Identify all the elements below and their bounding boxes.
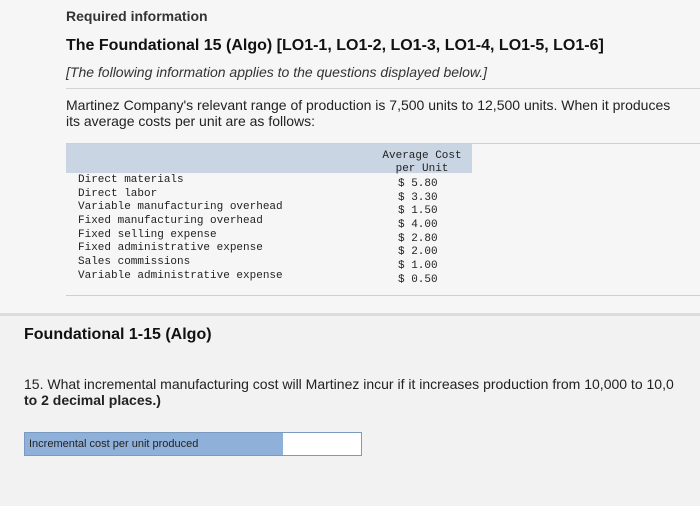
answer-row: Incremental cost per unit produced: [24, 432, 362, 456]
row-value-sales-commissions: $ 1.00: [398, 260, 438, 273]
cost-labels: Direct materials Direct labor Variable m…: [78, 174, 283, 284]
question-line-2: to 2 decimal places.): [24, 392, 161, 408]
row-label-sales-commissions: Sales commissions: [78, 256, 191, 269]
incremental-cost-input[interactable]: [285, 433, 361, 455]
row-value-variable-mfg-overhead: $ 1.50: [398, 205, 438, 218]
row-value-fixed-admin: $ 2.00: [398, 246, 438, 259]
separator-line: [66, 88, 700, 89]
average-cost-column-header: Average Cost per Unit: [382, 150, 462, 175]
problem-title: The Foundational 15 (Algo) [LO1-1, LO1-2…: [66, 37, 604, 54]
cost-values: $ 5.80 $ 3.30 $ 1.50 $ 4.00 $ 2.80 $ 2.0…: [398, 178, 438, 288]
row-value-fixed-mfg-overhead: $ 4.00: [398, 219, 438, 232]
table-header-band: [66, 144, 472, 173]
row-label-fixed-mfg-overhead: Fixed manufacturing overhead: [78, 215, 263, 228]
row-label-fixed-selling: Fixed selling expense: [78, 228, 217, 241]
row-label-variable-mfg-overhead: Variable manufacturing overhead: [78, 201, 283, 214]
row-label-variable-admin: Variable administrative expense: [78, 269, 283, 282]
row-label-direct-labor: Direct labor: [78, 187, 158, 200]
row-label-fixed-admin: Fixed administrative expense: [78, 242, 263, 255]
cost-table: Average Cost per Unit Direct materials D…: [66, 143, 700, 296]
intro-line-2: its average costs per unit are as follow…: [66, 113, 316, 129]
answer-label: Incremental cost per unit produced: [25, 433, 283, 455]
panel-divider: [0, 313, 700, 316]
required-information-label: Required information: [66, 8, 208, 24]
question-text: 15. What incremental manufacturing cost …: [24, 376, 674, 408]
row-value-variable-admin: $ 0.50: [398, 273, 438, 286]
intro-line-1: Martinez Company's relevant range of pro…: [66, 97, 671, 113]
foundational-title: Foundational 1-15 (Algo): [24, 326, 212, 343]
question-panel: [0, 316, 700, 506]
row-value-direct-labor: $ 3.30: [398, 191, 438, 204]
row-value-fixed-selling: $ 2.80: [398, 232, 438, 245]
applies-note: [The following information applies to th…: [66, 64, 488, 80]
intro-text: Martinez Company's relevant range of pro…: [66, 97, 700, 129]
row-label-direct-materials: Direct materials: [78, 174, 184, 186]
question-line-1: 15. What incremental manufacturing cost …: [24, 376, 674, 392]
row-value-direct-materials: $ 5.80: [398, 178, 438, 190]
